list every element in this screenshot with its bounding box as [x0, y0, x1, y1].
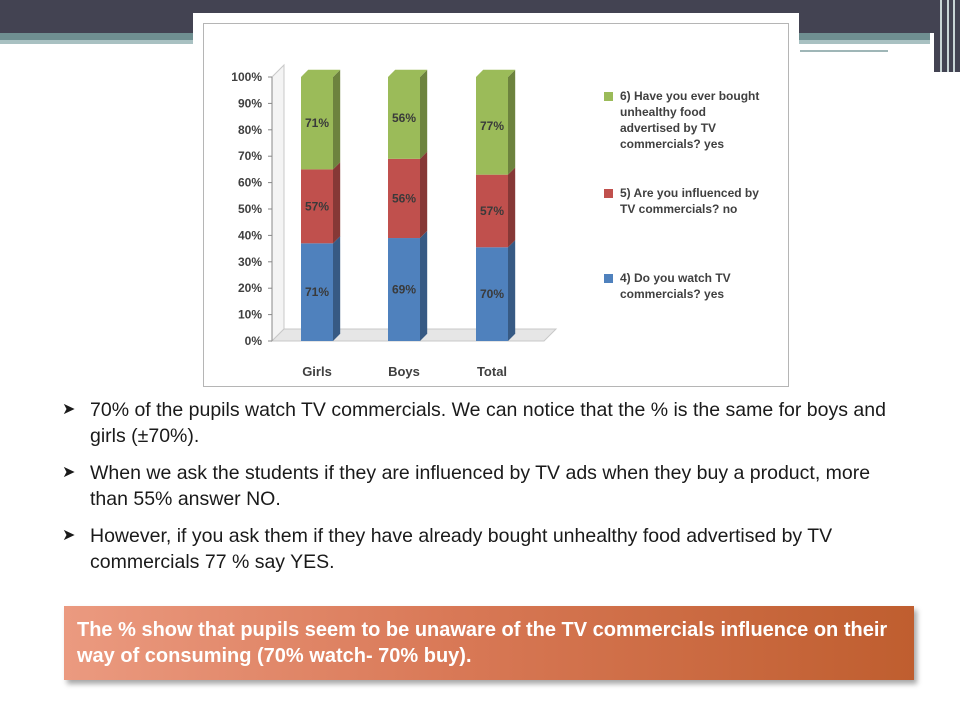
- callout-text: The % show that pupils seem to be unawar…: [77, 619, 888, 667]
- bar-data-label: 56%: [392, 191, 416, 205]
- bar-data-label: 57%: [305, 199, 329, 213]
- bar-segment-side: [420, 151, 428, 239]
- y-tick-label: 20%: [238, 281, 262, 295]
- bar-data-label: 71%: [305, 285, 329, 299]
- legend-label: unhealthy food: [620, 105, 706, 119]
- y-tick-label: 90%: [238, 96, 262, 110]
- legend-label: 5) Are you influenced by: [620, 186, 759, 200]
- stacked-bar-chart: 0% 10% 20% 30% 40% 50% 60% 70% 80% 90% 100% 71% 57% 7…: [231, 63, 759, 379]
- chart-side-wall: [271, 63, 285, 343]
- arrow-bullet-icon: ➤: [62, 401, 76, 418]
- y-tick-label: 30%: [238, 255, 262, 269]
- arrow-bullet-icon: ➤: [62, 464, 76, 481]
- conclusion-callout: The % show that pupils seem to be unawar…: [64, 606, 914, 680]
- bullet-item: ➤ 70% of the pupils watch TV commercials…: [62, 397, 902, 449]
- bullet-text: However, if you ask them if they have al…: [90, 525, 833, 573]
- y-tick-label: 10%: [238, 308, 262, 322]
- chart-area: 0% 10% 20% 30% 40% 50% 60% 70% 80% 90% 100% 71% 57% 7…: [203, 23, 789, 387]
- bullet-item: ➤ However, if you ask them if they have …: [62, 523, 902, 575]
- y-tick-label: 80%: [238, 123, 262, 137]
- bar-segment: [301, 169, 333, 244]
- bar-segment-side: [420, 69, 428, 159]
- legend-label: advertised by TV: [620, 121, 716, 135]
- legend-swatch: [604, 189, 613, 198]
- bar-segment-side: [508, 69, 516, 175]
- title-underline-decoration: [800, 50, 888, 52]
- bullet-text: 70% of the pupils watch TV commercials. …: [90, 399, 886, 447]
- legend-label: commercials? yes: [620, 287, 724, 301]
- bar-data-label: 77%: [480, 119, 504, 133]
- bar-top-cap: [476, 69, 516, 77]
- bar-top-cap: [301, 69, 341, 77]
- bullet-item: ➤ When we ask the students if they are i…: [62, 460, 902, 512]
- bar-segment: [388, 238, 420, 341]
- x-category-label: Total: [477, 364, 507, 379]
- bar-segment: [476, 77, 508, 175]
- bullet-list: ➤ 70% of the pupils watch TV commercials…: [62, 397, 902, 586]
- arrow-bullet-icon: ➤: [62, 527, 76, 544]
- bar-segment-side: [333, 69, 341, 170]
- legend-label: TV commercials? no: [620, 202, 737, 216]
- bar-data-label: 56%: [392, 111, 416, 125]
- bar-data-label: 57%: [480, 204, 504, 218]
- y-tick-label: 40%: [238, 228, 262, 242]
- y-tick-label: 60%: [238, 176, 262, 190]
- bar-top-cap: [388, 69, 428, 77]
- chart-frame: 0% 10% 20% 30% 40% 50% 60% 70% 80% 90% 100% 71% 57% 7…: [193, 13, 799, 391]
- y-tick-label: 0%: [245, 334, 263, 348]
- x-category-label: Boys: [388, 364, 420, 379]
- bullet-text: When we ask the students if they are inf…: [90, 462, 871, 510]
- y-tick-label: 100%: [231, 70, 262, 84]
- legend-label: 6) Have you ever bought: [620, 89, 759, 103]
- bar-data-label: 71%: [305, 116, 329, 130]
- legend-swatch: [604, 92, 613, 101]
- bar-segment-side: [508, 240, 516, 341]
- bar-segment-side: [333, 236, 341, 341]
- bar-segment: [301, 243, 333, 341]
- bar-segment: [388, 77, 420, 159]
- x-category-label: Girls: [302, 364, 332, 379]
- bar-data-label: 70%: [480, 287, 504, 301]
- legend-label: commercials? yes: [620, 137, 724, 151]
- y-tick-label: 70%: [238, 149, 262, 163]
- right-rail-decoration: [934, 0, 960, 72]
- bar-segment-side: [333, 162, 341, 244]
- bar-data-label: 69%: [392, 283, 416, 297]
- bar-segment-side: [420, 230, 428, 341]
- bar-segment: [388, 158, 420, 239]
- bar-segment-side: [508, 167, 516, 248]
- bar-segment: [476, 247, 508, 341]
- legend-swatch: [604, 274, 613, 283]
- bar-segment: [476, 174, 508, 248]
- y-tick-label: 50%: [238, 202, 262, 216]
- bar-segment: [301, 77, 333, 170]
- legend-label: 4) Do you watch TV: [620, 271, 731, 285]
